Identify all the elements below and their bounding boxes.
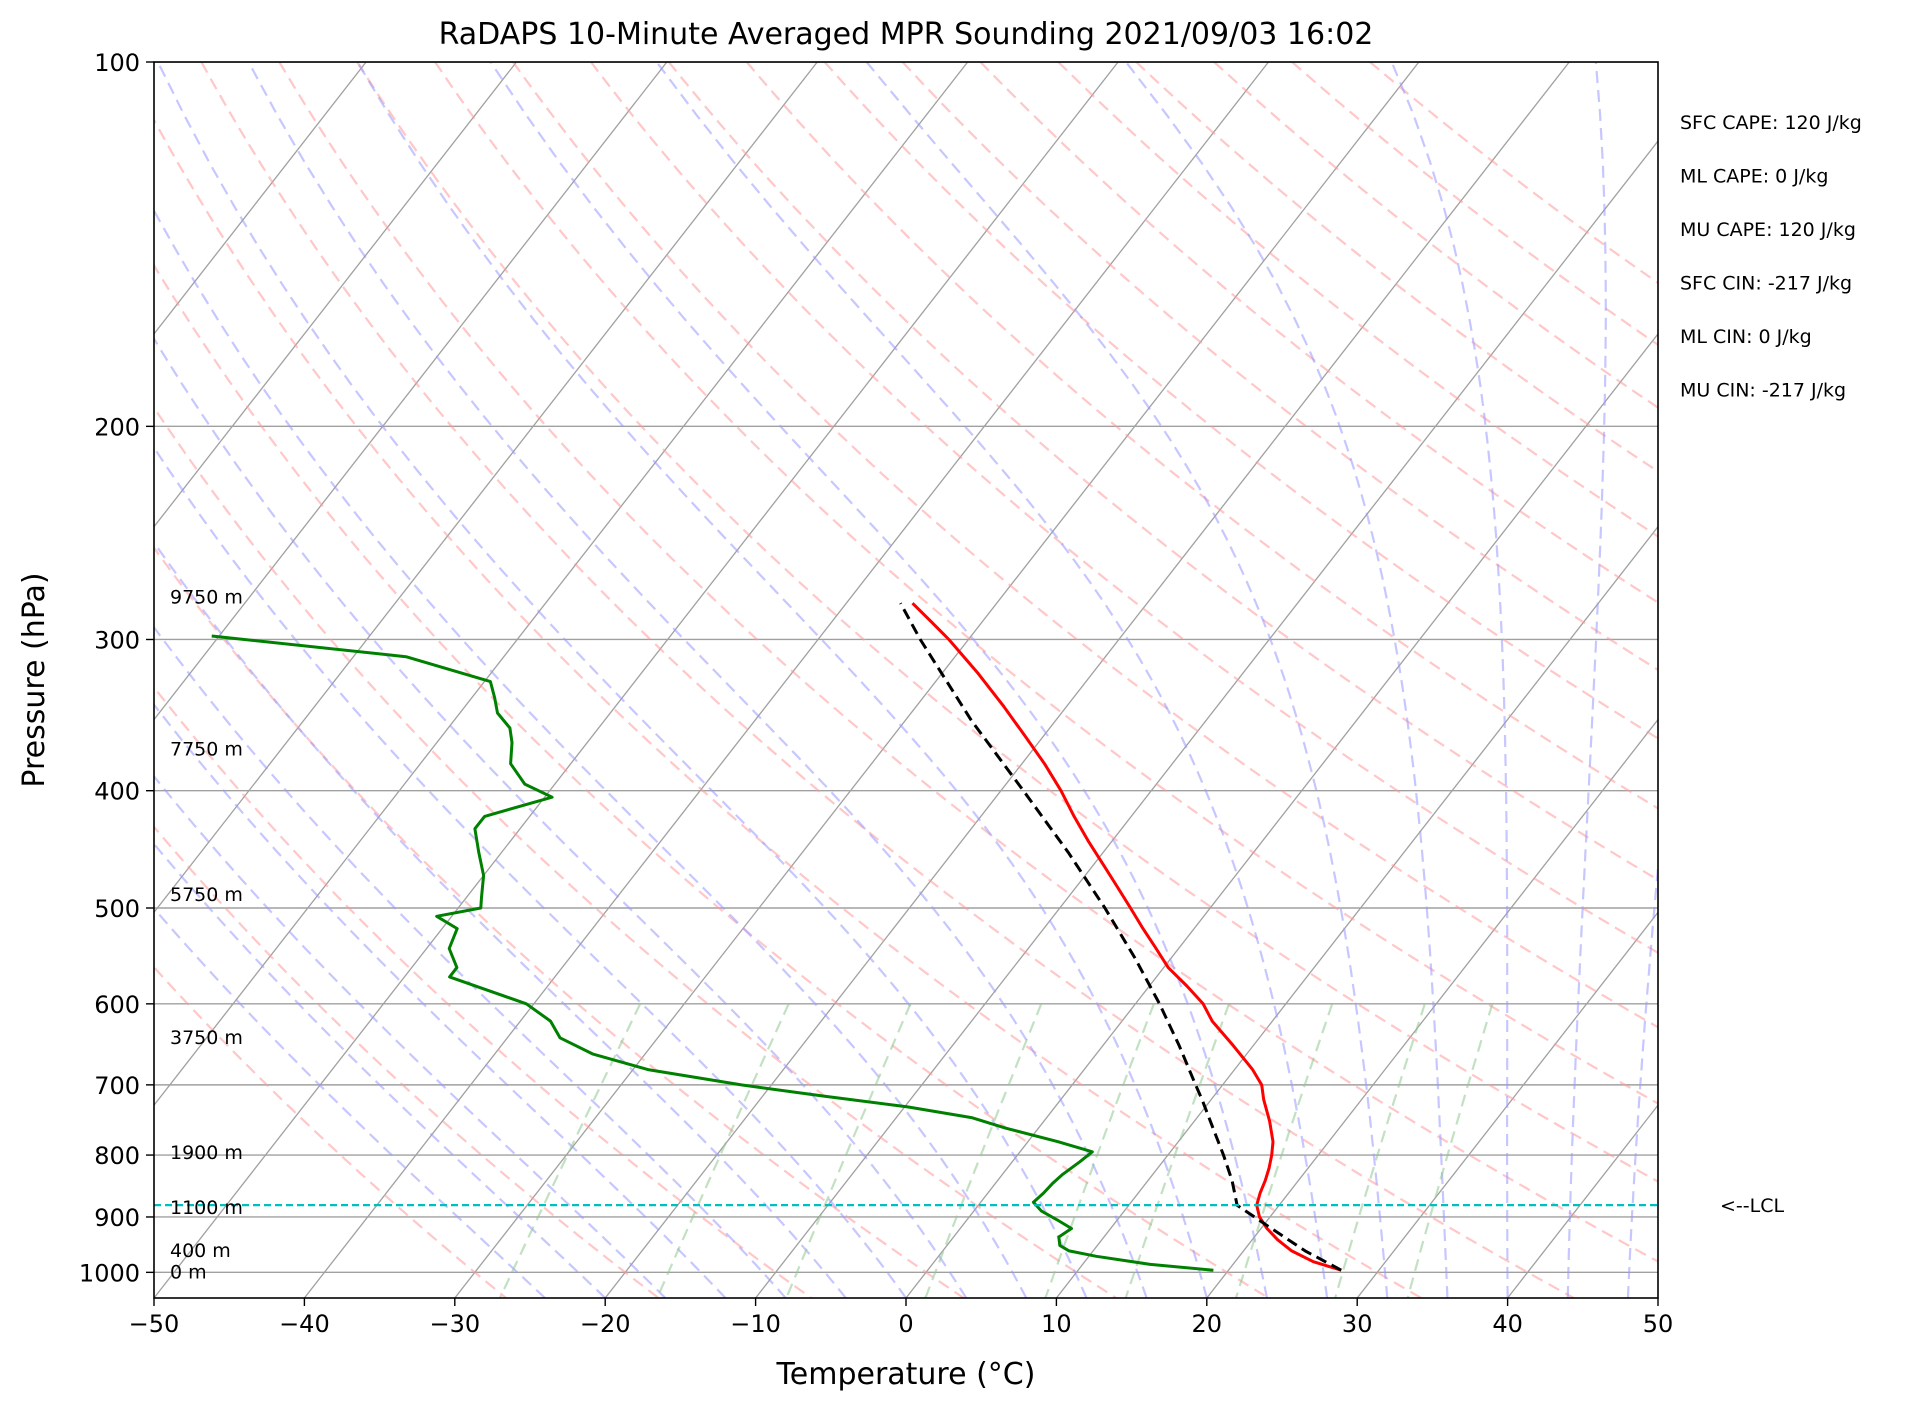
moist-adiabat-line	[247, 62, 1148, 1298]
x-tick-label: −50	[129, 1310, 180, 1338]
dry-adiabat-line	[512, 62, 1658, 1029]
mixing-ratio-line	[1334, 1003, 1426, 1298]
dry-adiabat-line	[356, 62, 1658, 1183]
mixing-ratio-line	[498, 1003, 642, 1298]
mixing-ratio-line	[656, 1003, 790, 1298]
moist-adiabat-line	[154, 445, 907, 1298]
dry-adiabat-line	[901, 62, 1658, 672]
moist-adiabat-line	[154, 774, 667, 1298]
y-tick-label: 600	[94, 991, 140, 1019]
dry-adiabat-line	[154, 965, 507, 1298]
isotherm-line	[154, 62, 818, 914]
x-tick-label: 20	[1192, 1310, 1223, 1338]
stat-line: SFC CAPE: 120 J/kg	[1680, 112, 1862, 134]
isotherm-line	[154, 62, 517, 528]
isotherm-line	[154, 62, 367, 335]
isotherm-line	[154, 62, 1119, 1298]
dry-adiabat-line	[667, 62, 1658, 882]
moist-adiabat-line	[655, 62, 1329, 1298]
mixing-ratio-line	[785, 1003, 912, 1298]
x-tick-label: −30	[429, 1310, 480, 1338]
x-axis-label: Temperature (°C)	[776, 1357, 1036, 1392]
chart-title: RaDAPS 10-Minute Averaged MPR Sounding 2…	[439, 17, 1374, 52]
y-tick-label: 700	[94, 1072, 140, 1100]
x-tick-label: 10	[1041, 1310, 1072, 1338]
isotherm-line	[303, 62, 1269, 1298]
dry-adiabat-line	[1135, 62, 1658, 473]
y-tick-label: 500	[94, 895, 140, 923]
moist-adiabat-line	[865, 62, 1389, 1298]
height-label: 5750 m	[170, 884, 243, 906]
stat-line: MU CIN: -217 J/kg	[1680, 380, 1846, 402]
mixing-ratio-line	[1044, 1003, 1155, 1298]
dry-adiabat-line	[1057, 62, 1658, 538]
mixing-ratio-line	[1234, 1003, 1334, 1298]
height-label: 9750 m	[170, 587, 243, 609]
isotherm-line	[1356, 911, 1658, 1298]
x-tick-label: 40	[1492, 1310, 1523, 1338]
isotherm-line	[905, 332, 1658, 1298]
stat-line: ML CIN: 0 J/kg	[1680, 326, 1812, 348]
moist-adiabat-line	[154, 625, 787, 1298]
moist-adiabat-line	[154, 208, 1028, 1298]
dry-adiabat-line	[154, 546, 965, 1298]
stat-line: SFC CIN: -217 J/kg	[1680, 273, 1852, 295]
stat-line: MU CAPE: 120 J/kg	[1680, 219, 1856, 241]
y-tick-label: 100	[94, 49, 140, 77]
mixing-ratio-line	[924, 1003, 1043, 1298]
height-label: 0 m	[170, 1261, 207, 1283]
dry-adiabat-line	[278, 62, 1658, 1263]
moist-adiabat-line	[1390, 62, 1509, 1298]
x-tick-label: 50	[1643, 1310, 1674, 1338]
dry-adiabat-line	[154, 685, 812, 1298]
y-tick-label: 900	[94, 1204, 140, 1232]
temperature-trace	[911, 602, 1342, 1272]
x-tick-label: −20	[580, 1310, 631, 1338]
x-tick-label: 0	[898, 1310, 913, 1338]
moist-adiabat-line	[154, 702, 727, 1298]
height-label: 400 m	[170, 1240, 231, 1262]
dry-adiabat-line	[434, 62, 1658, 1105]
moist-adiabat-line	[154, 540, 847, 1298]
y-tick-label: 300	[94, 626, 140, 654]
moist-adiabat-line	[154, 336, 968, 1298]
stat-line: ML CAPE: 0 J/kg	[1680, 166, 1828, 188]
y-axis-label: Pressure (hPa)	[17, 572, 52, 787]
dry-adiabat-line	[590, 62, 1658, 955]
dry-adiabat-line	[200, 62, 1575, 1298]
height-label: 7750 m	[170, 739, 243, 761]
isotherm-line	[1206, 718, 1658, 1298]
dry-adiabat-line	[823, 62, 1658, 740]
mixing-ratio-line	[1406, 1003, 1494, 1298]
isotherm-line	[154, 62, 668, 721]
height-label: 1900 m	[170, 1142, 243, 1164]
y-tick-label: 200	[94, 413, 140, 441]
moist-adiabat-line	[154, 842, 606, 1298]
moist-adiabat-line	[1626, 856, 1658, 1298]
mixing-ratio-line	[1124, 1003, 1231, 1298]
height-label: 1100 m	[170, 1197, 243, 1219]
x-tick-label: −10	[730, 1310, 781, 1338]
dry-adiabat-line	[1291, 62, 1658, 347]
x-tick-label: −40	[279, 1310, 330, 1338]
height-label: 3750 m	[170, 1027, 243, 1049]
moist-adiabat-line	[1125, 62, 1449, 1298]
dry-adiabat-line	[154, 117, 1422, 1298]
dewpoint-trace	[211, 634, 1214, 1272]
moist-adiabat-line	[1566, 62, 1607, 1298]
y-tick-label: 400	[94, 778, 140, 806]
x-tick-label: 30	[1342, 1310, 1373, 1338]
lcl-label: <--LCL	[1720, 1195, 1784, 1217]
isotherm-line	[454, 62, 1420, 1298]
moist-adiabat-line	[356, 62, 1208, 1298]
dry-adiabat-line	[154, 405, 1117, 1298]
isotherm-line	[604, 62, 1570, 1298]
dry-adiabat-line	[154, 263, 1270, 1298]
y-tick-label: 1000	[79, 1259, 140, 1287]
y-tick-label: 800	[94, 1142, 140, 1170]
